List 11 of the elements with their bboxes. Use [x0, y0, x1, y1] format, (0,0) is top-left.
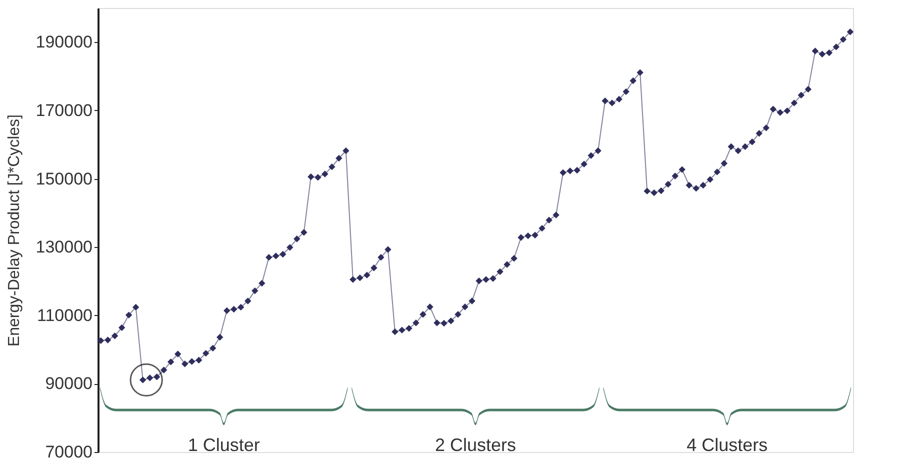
- y-tick-label: 90000: [45, 374, 92, 394]
- annotation: 1 Cluster: [188, 435, 260, 455]
- annotation: 2 Clusters: [434, 435, 516, 455]
- annotation: 4 Clusters: [686, 435, 768, 455]
- y-tick-label: 70000: [45, 442, 92, 462]
- y-tick-label: 150000: [36, 169, 92, 188]
- y-tick-label: 170000: [36, 100, 92, 120]
- y-tick-label: 190000: [36, 32, 92, 52]
- y-tick-label: 110000: [37, 306, 92, 325]
- y-tick-label: 130000: [36, 238, 92, 257]
- y-axis-title: Energy-Delay Product [J*Cycles]: [6, 114, 23, 347]
